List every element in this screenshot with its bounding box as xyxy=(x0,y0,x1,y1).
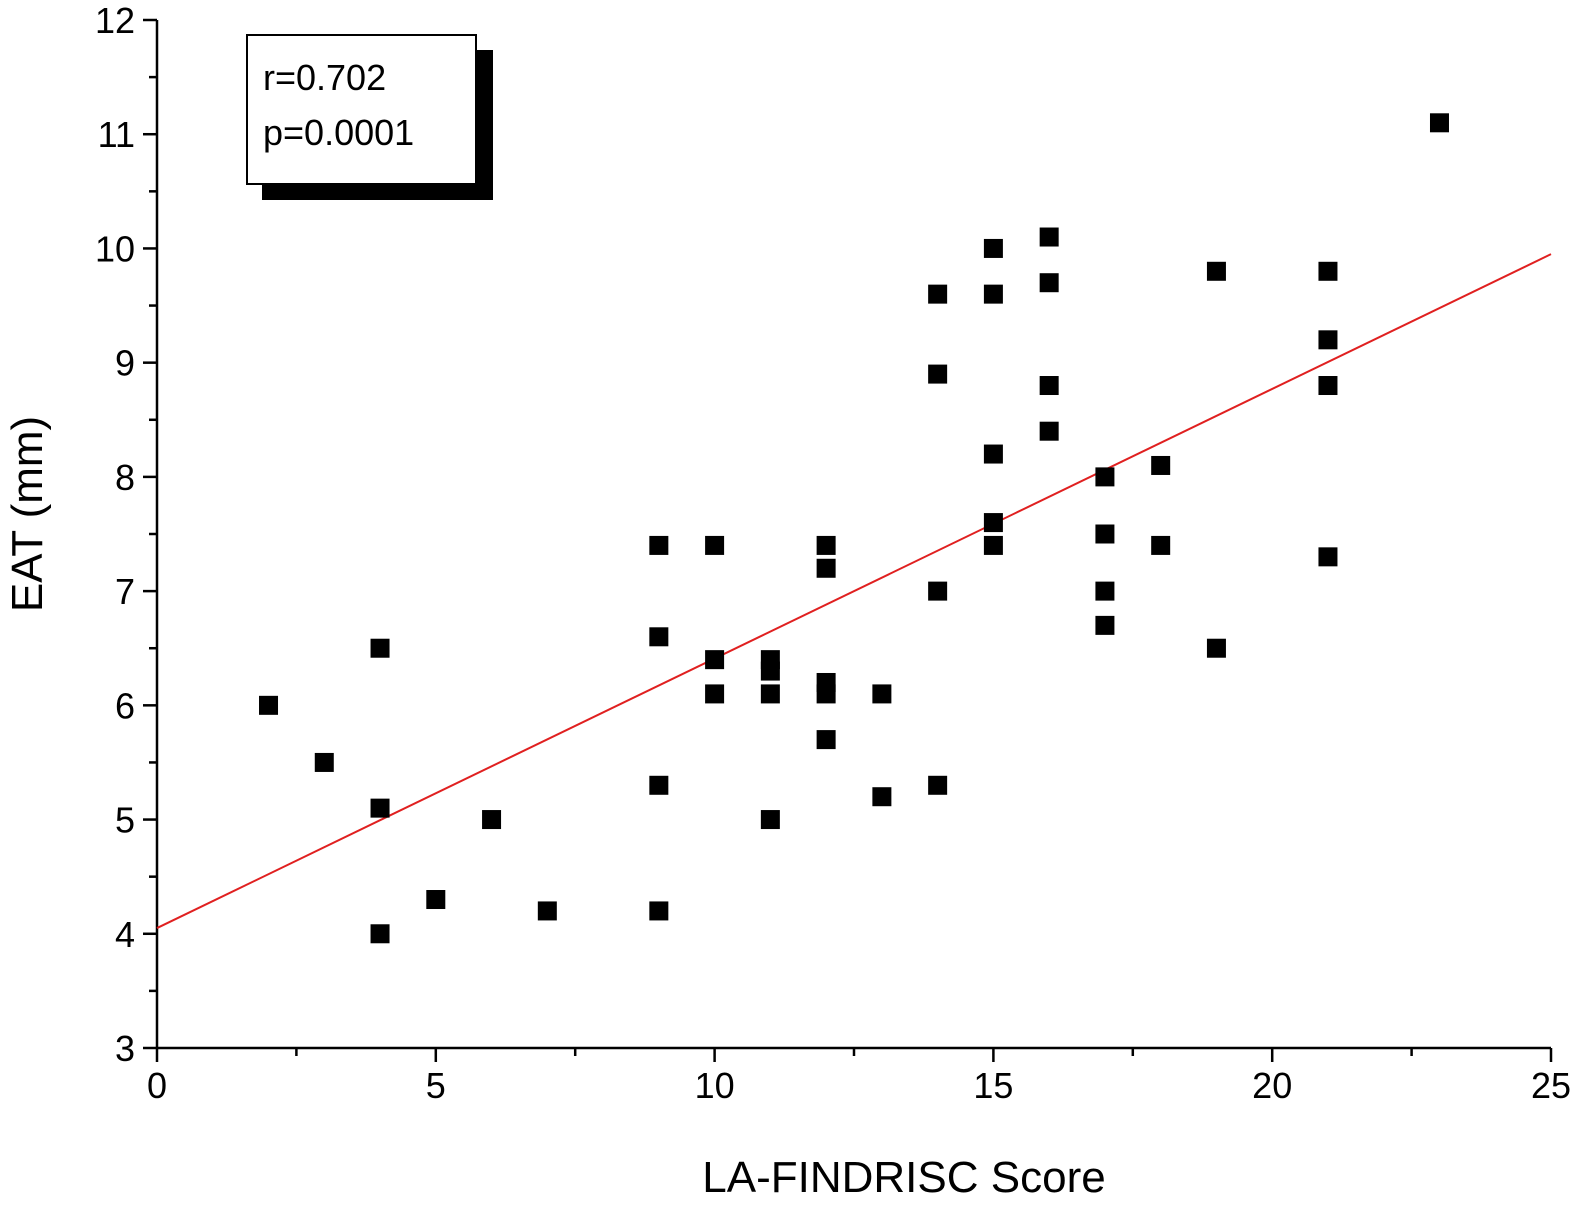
data-point xyxy=(928,284,948,304)
data-point xyxy=(928,775,948,795)
data-point xyxy=(983,444,1003,464)
stats-box-frame xyxy=(246,34,477,185)
x-axis-label: LA-FINDRISC Score xyxy=(702,1153,1105,1202)
data-point xyxy=(649,627,669,647)
data-point xyxy=(370,798,390,818)
data-point xyxy=(426,890,446,910)
data-point xyxy=(1151,535,1171,555)
data-point xyxy=(928,364,948,384)
data-point xyxy=(705,535,725,555)
stats-p-value: p=0.0001 xyxy=(263,112,414,153)
data-point xyxy=(649,901,669,921)
data-point xyxy=(872,684,892,704)
stats-r-value: r=0.702 xyxy=(263,57,386,98)
data-point xyxy=(928,581,948,601)
data-point xyxy=(1039,273,1059,293)
tick-labels: 3 4 5 6 7 8 9 10 11 12 0 5 10 15 20 25 xyxy=(95,0,1571,1106)
y-tick-label: 6 xyxy=(115,685,135,726)
x-tick-label: 20 xyxy=(1252,1065,1292,1106)
y-tick-label: 12 xyxy=(95,0,135,41)
data-point xyxy=(1206,261,1226,281)
data-point xyxy=(649,775,669,795)
data-point xyxy=(370,924,390,944)
data-point xyxy=(705,684,725,704)
y-tick-label: 7 xyxy=(115,571,135,612)
stats-box: r=0.702 p=0.0001 xyxy=(246,34,493,200)
data-point xyxy=(1318,261,1338,281)
data-point xyxy=(872,787,892,807)
data-point xyxy=(705,650,725,670)
data-point xyxy=(983,535,1003,555)
data-point xyxy=(1318,376,1338,396)
data-point xyxy=(482,810,502,830)
x-tick-label: 15 xyxy=(973,1065,1013,1106)
data-point xyxy=(760,684,780,704)
data-point xyxy=(537,901,557,921)
trend-line xyxy=(156,253,1552,929)
y-tick-label: 8 xyxy=(115,457,135,498)
data-point xyxy=(649,535,669,555)
trend-line-group xyxy=(156,253,1552,929)
y-tick-label: 10 xyxy=(95,228,135,269)
x-tick-label: 25 xyxy=(1531,1065,1571,1106)
data-point xyxy=(1039,227,1059,247)
data-point xyxy=(816,730,836,750)
data-point xyxy=(760,661,780,681)
y-tick-label: 5 xyxy=(115,800,135,841)
data-point xyxy=(1095,581,1115,601)
y-tick-label: 11 xyxy=(98,114,135,155)
y-tick-label: 9 xyxy=(115,343,135,384)
data-point xyxy=(983,284,1003,304)
x-tick-label: 0 xyxy=(147,1065,167,1106)
x-tick-label: 10 xyxy=(695,1065,735,1106)
x-tick-label: 5 xyxy=(426,1065,446,1106)
data-point xyxy=(1318,330,1338,350)
data-point xyxy=(1039,376,1059,396)
data-point xyxy=(760,810,780,830)
data-point xyxy=(370,638,390,658)
y-axis-label: EAT (mm) xyxy=(3,416,52,612)
data-point xyxy=(1318,547,1338,567)
data-point xyxy=(1095,615,1115,635)
data-point xyxy=(259,695,279,715)
data-point xyxy=(1095,467,1115,487)
data-point xyxy=(983,513,1003,533)
data-point xyxy=(816,558,836,578)
data-point xyxy=(816,535,836,555)
y-tick-label: 4 xyxy=(115,914,135,955)
data-point xyxy=(1206,638,1226,658)
data-point xyxy=(1095,524,1115,544)
data-point xyxy=(314,752,334,772)
data-points xyxy=(259,113,1449,944)
y-tick-label: 3 xyxy=(115,1028,135,1069)
data-point xyxy=(816,684,836,704)
data-point xyxy=(1039,421,1059,441)
ticks xyxy=(143,18,1553,1062)
data-point xyxy=(983,238,1003,258)
data-point xyxy=(1151,455,1171,475)
data-point xyxy=(1429,113,1449,133)
